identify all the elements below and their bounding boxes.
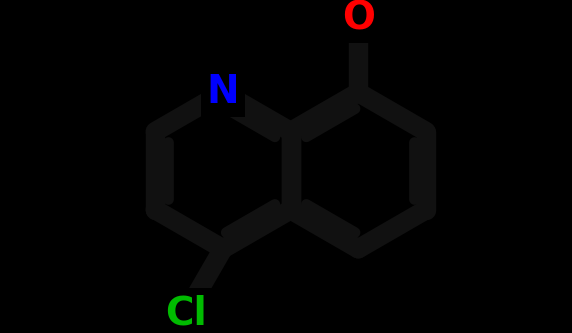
Text: N: N <box>206 74 239 112</box>
Text: O: O <box>342 0 375 37</box>
Text: Cl: Cl <box>165 294 206 332</box>
